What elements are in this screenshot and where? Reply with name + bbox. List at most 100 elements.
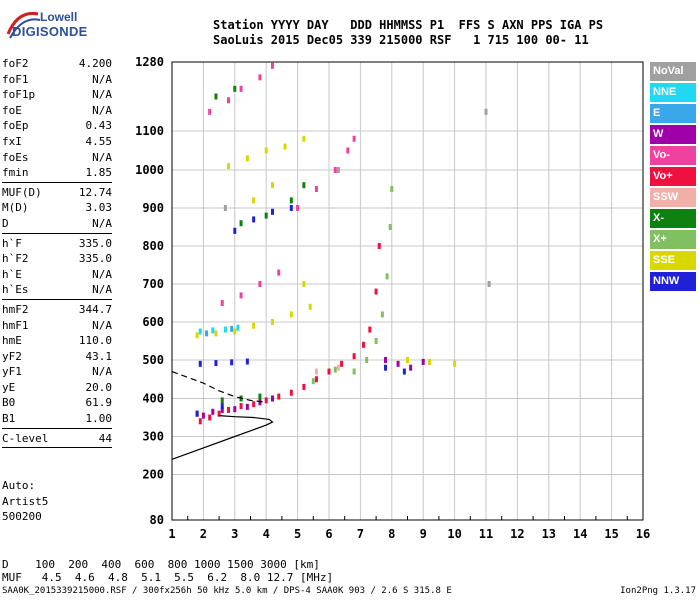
param-row-fof1: foF1 N/A — [2, 72, 112, 88]
echo-point-sse — [252, 322, 256, 329]
x-tick-label: 4 — [263, 527, 270, 541]
param-value: 4.200 — [78, 57, 112, 70]
scaled-parameters-panel: foF2 4.200 foF1 N/A foF1p N/A foE N/A foEp 0.43 fx… — [2, 56, 112, 450]
x-tick-label: 13 — [542, 527, 556, 541]
param-name: foF1p — [2, 88, 36, 102]
param-row-yf2: yF2 43.1 — [2, 349, 112, 365]
param-row-muf-d-: MUF(D) 12.74 — [2, 185, 112, 201]
echo-point-vo — [258, 281, 262, 287]
echo-point-vo — [362, 341, 366, 348]
echo-point-sse — [453, 360, 457, 367]
param-value: N/A — [92, 267, 112, 281]
param-value: N/A — [92, 283, 112, 297]
echo-point-x — [258, 393, 262, 400]
y-tick-label: 1000 — [135, 163, 164, 177]
param-value: 44 — [98, 431, 112, 445]
echo-point-vo — [252, 401, 256, 408]
echo-point-sse — [308, 303, 312, 310]
x-tick-label: 2 — [200, 527, 207, 541]
params-group-5: C-level 44 — [2, 431, 112, 447]
echo-point-x — [333, 366, 337, 373]
param-name: yF2 — [2, 349, 22, 363]
lowell-digisonde-logo: Lowell DIGISONDE — [4, 4, 114, 48]
param-row-ye: yE 20.0 — [2, 380, 112, 396]
params-group-3: h`F 335.0 h`F2 335.0 h`E N/A h`Es N/A — [2, 236, 112, 298]
param-name: foF1 — [2, 72, 29, 86]
params-group-4: hmF2 344.7 hmF1 N/A hmE 110.0 yF2 43.1 yF1 N/A yE 2… — [2, 302, 112, 427]
echo-point-vo — [220, 300, 224, 306]
echo-point-x — [374, 338, 378, 344]
param-row-fof2: foF2 4.200 — [2, 56, 112, 72]
param-row-foep: foEp 0.43 — [2, 118, 112, 134]
echo-point-w — [421, 358, 425, 365]
legend-item-noval: NoVal — [650, 62, 696, 81]
echo-point-w — [245, 403, 249, 410]
echo-point-x — [365, 357, 369, 363]
echo-point-vo — [277, 393, 281, 400]
x-tick-label: 5 — [294, 527, 301, 541]
y-tick-label: 600 — [142, 315, 164, 329]
param-row-hmf2: hmF2 344.7 — [2, 302, 112, 318]
param-name: yE — [2, 380, 16, 394]
echo-point-sse — [302, 281, 306, 287]
param-name: B0 — [2, 396, 16, 410]
param-value: 3.03 — [85, 201, 113, 215]
echo-point-w — [384, 357, 388, 363]
echo-point-vo — [296, 205, 300, 211]
profile-curves — [171, 371, 274, 460]
echo-point-vo — [239, 292, 243, 299]
y-tick-label: 700 — [142, 277, 164, 291]
param-value: N/A — [92, 365, 112, 379]
legend-item-nnw: NNW — [650, 272, 696, 291]
echo-point-sse — [302, 135, 306, 142]
param-name: foEs — [2, 150, 29, 164]
legend-item-ssw: SSW — [650, 188, 696, 207]
params-group-1: foF2 4.200 foF1 N/A foF1p N/A foE N/A foEp 0.43 fx… — [2, 56, 112, 181]
param-name: fmin — [2, 166, 29, 180]
echo-point-sse — [289, 311, 293, 318]
echo-point-w — [201, 412, 205, 419]
polarization-legend: NoVal NNE E W Vo- Vo+ SSW X- X+ SSE NNW — [650, 62, 696, 293]
echo-point-nne — [211, 327, 215, 334]
y-tick-labels: 80 200 300 400 500 600 700 800 900 1000 1100 1280 — [135, 55, 164, 527]
divider — [2, 232, 112, 234]
echo-point-nnw — [220, 403, 224, 410]
param-value: N/A — [92, 150, 112, 164]
echo-point-vo — [340, 360, 344, 367]
echo-point-w — [270, 395, 274, 402]
echo-point-w — [233, 406, 237, 413]
chart-grid — [171, 61, 644, 521]
echo-point-w — [409, 364, 413, 371]
param-value: 335.0 — [78, 252, 112, 266]
echo-point-nne — [236, 324, 240, 331]
echo-point-x — [390, 186, 394, 192]
param-value: N/A — [92, 88, 112, 102]
plot-frame — [171, 61, 644, 521]
param-value: N/A — [92, 103, 112, 117]
echo-point-nnw — [195, 410, 199, 417]
logo-line1: Lowell — [40, 10, 78, 24]
autoscaling-info: Auto: Artist5 500200 — [2, 478, 48, 525]
param-row-foe: foE N/A — [2, 103, 112, 119]
echo-point-sse — [264, 147, 268, 154]
echo-point-vo — [314, 376, 318, 383]
profile-curve-solid — [171, 415, 274, 460]
param-value: 61.9 — [85, 396, 113, 410]
divider — [2, 298, 112, 300]
echo-point-x — [220, 397, 224, 404]
echo-point-vo — [327, 368, 331, 375]
echo-point-vo — [270, 62, 274, 69]
x-tick-label: 8 — [388, 527, 395, 541]
legend-item-e: E — [650, 104, 696, 123]
x-tick-label: 6 — [325, 527, 332, 541]
x-tick-label: 7 — [357, 527, 364, 541]
echo-point-ssw — [336, 364, 340, 371]
legend-item-x: X- — [650, 209, 696, 228]
distance-muf-table: D 100 200 400 600 800 1000 1500 3000 [km… — [2, 558, 333, 584]
y-tick-label: 400 — [142, 392, 164, 406]
profile-curve-dashed — [171, 371, 267, 403]
auto-label: Auto: — [2, 479, 36, 492]
y-tick-label: 200 — [142, 468, 164, 482]
station-header: Station YYYY DAY DDD HHMMSS P1 FFS S AXN… — [213, 18, 603, 48]
echo-point-vo — [346, 147, 350, 154]
